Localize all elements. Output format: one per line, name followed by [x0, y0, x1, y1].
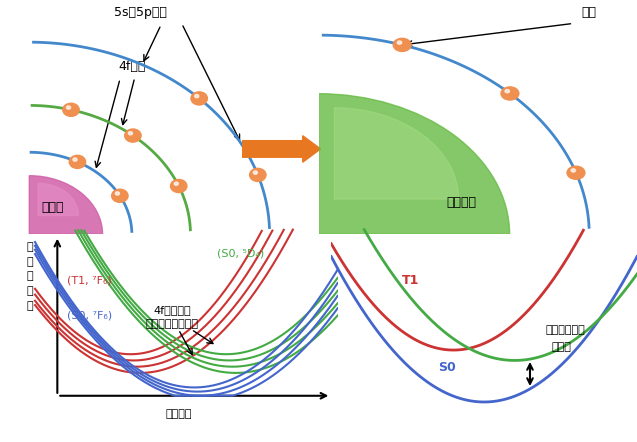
Circle shape [63, 103, 79, 116]
Text: S0: S0 [438, 361, 456, 374]
Text: 近似: 近似 [269, 141, 287, 156]
Circle shape [397, 41, 402, 44]
FancyArrow shape [242, 136, 320, 162]
Circle shape [254, 171, 257, 174]
Text: 4f軌道内の: 4f軌道内の [153, 305, 191, 315]
Circle shape [501, 87, 519, 100]
Circle shape [111, 189, 128, 202]
Text: 電子: 電子 [582, 6, 597, 19]
Circle shape [73, 158, 77, 161]
Text: エ: エ [27, 242, 34, 252]
Circle shape [125, 129, 141, 142]
Text: (S0, ⁵D₄): (S0, ⁵D₄) [217, 248, 264, 259]
Text: ネ: ネ [27, 257, 34, 267]
Circle shape [571, 169, 575, 172]
Text: 電子配置が異なる: 電子配置が異なる [145, 319, 199, 329]
Circle shape [567, 166, 585, 179]
Circle shape [250, 168, 266, 182]
Text: 有効内殻: 有効内殻 [447, 196, 477, 209]
Circle shape [393, 38, 411, 51]
Text: シフト: シフト [552, 342, 571, 352]
Wedge shape [318, 94, 510, 234]
Text: ル: ル [27, 271, 34, 282]
Text: T1: T1 [401, 274, 419, 286]
Circle shape [195, 95, 199, 98]
Circle shape [129, 132, 132, 135]
Wedge shape [334, 108, 459, 199]
Text: 5s・5p軌道: 5s・5p軌道 [114, 6, 167, 19]
Text: 原子核: 原子核 [41, 201, 64, 214]
Text: 4f軌道: 4f軌道 [118, 60, 145, 73]
Circle shape [171, 179, 187, 193]
Text: (T1, ⁷F₆): (T1, ⁷F₆) [67, 276, 111, 286]
Text: (S0, ⁷F₆): (S0, ⁷F₆) [67, 311, 112, 321]
Circle shape [115, 192, 120, 195]
Wedge shape [29, 175, 103, 234]
Text: ー: ー [27, 301, 34, 311]
Text: ギ: ギ [27, 286, 34, 296]
Circle shape [505, 90, 510, 93]
Circle shape [191, 92, 208, 105]
Text: 構造変化: 構造変化 [165, 408, 192, 419]
Wedge shape [38, 183, 78, 216]
Text: エネルギーを: エネルギーを [545, 325, 585, 335]
Circle shape [66, 106, 71, 109]
Circle shape [69, 155, 85, 168]
Circle shape [174, 182, 178, 185]
